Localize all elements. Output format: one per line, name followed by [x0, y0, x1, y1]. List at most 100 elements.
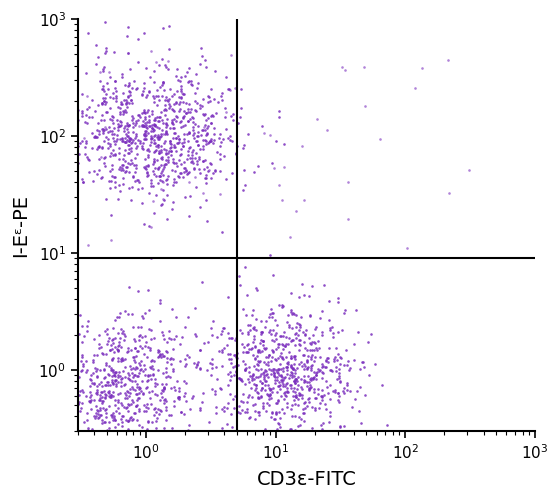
Point — [243, 348, 252, 356]
Point — [159, 194, 168, 202]
Point — [291, 393, 300, 401]
Point — [122, 387, 131, 395]
Point — [283, 379, 292, 387]
Point — [108, 336, 116, 344]
Point — [173, 132, 182, 140]
Point — [103, 325, 112, 333]
Point — [176, 169, 185, 177]
Point — [111, 382, 120, 390]
Point — [135, 407, 144, 415]
Point — [136, 384, 145, 392]
Point — [179, 98, 188, 106]
Point — [115, 372, 124, 380]
Point — [294, 326, 303, 334]
Point — [132, 160, 141, 168]
Point — [118, 108, 127, 116]
Point — [129, 114, 138, 122]
Point — [284, 358, 293, 366]
Point — [145, 122, 154, 130]
Point — [81, 111, 90, 119]
Point — [253, 388, 262, 396]
Point — [139, 407, 148, 415]
Point — [146, 132, 155, 140]
Point — [108, 112, 116, 120]
Point — [262, 406, 270, 414]
Point — [272, 368, 281, 376]
Point — [167, 150, 176, 158]
Point — [79, 178, 88, 186]
Point — [113, 372, 122, 380]
Point — [147, 223, 156, 231]
Point — [293, 364, 302, 372]
Point — [325, 344, 334, 352]
Point — [147, 138, 156, 146]
Point — [310, 357, 319, 365]
Point — [277, 196, 286, 204]
Point — [306, 366, 315, 374]
Point — [274, 378, 283, 386]
Point — [282, 384, 291, 392]
Point — [262, 368, 270, 376]
Point — [131, 402, 140, 410]
Point — [143, 372, 152, 380]
Point — [176, 88, 185, 96]
Point — [274, 396, 283, 404]
Point — [159, 164, 168, 172]
Point — [264, 392, 273, 400]
Point — [277, 354, 286, 362]
Point — [311, 371, 320, 379]
Point — [123, 388, 132, 396]
Point — [144, 325, 153, 333]
Point — [100, 126, 109, 134]
Point — [115, 122, 124, 130]
Point — [184, 147, 193, 155]
Point — [105, 152, 114, 160]
Point — [128, 353, 137, 361]
Point — [93, 388, 102, 396]
Point — [142, 91, 151, 99]
Point — [203, 366, 212, 374]
Point — [227, 52, 236, 60]
Point — [83, 458, 92, 466]
Point — [106, 94, 115, 102]
Point — [289, 396, 298, 404]
Point — [97, 397, 106, 405]
Point — [325, 408, 334, 416]
Point — [87, 380, 96, 388]
Point — [328, 333, 337, 341]
Point — [102, 78, 111, 86]
Point — [290, 392, 299, 400]
Point — [333, 356, 342, 364]
Point — [263, 358, 272, 366]
Point — [303, 346, 312, 354]
Point — [144, 404, 153, 411]
Point — [253, 162, 262, 170]
Point — [113, 342, 122, 349]
Point — [205, 138, 214, 145]
Point — [302, 402, 311, 410]
Point — [91, 414, 100, 422]
Point — [251, 355, 260, 363]
Point — [169, 154, 178, 162]
Point — [102, 108, 111, 116]
Point — [147, 182, 156, 190]
Point — [196, 203, 205, 211]
Point — [360, 363, 368, 371]
Point — [46, 350, 55, 358]
Point — [168, 364, 177, 372]
Point — [122, 138, 130, 146]
Point — [298, 409, 307, 417]
Point — [287, 352, 296, 360]
Point — [123, 163, 132, 171]
Point — [139, 162, 148, 170]
Point — [350, 394, 359, 402]
Point — [150, 67, 158, 75]
Point — [127, 416, 136, 424]
Point — [227, 372, 236, 380]
Point — [202, 130, 211, 138]
Point — [216, 168, 225, 175]
Point — [192, 107, 200, 115]
Point — [176, 408, 185, 416]
Point — [110, 376, 119, 384]
Point — [124, 134, 133, 142]
